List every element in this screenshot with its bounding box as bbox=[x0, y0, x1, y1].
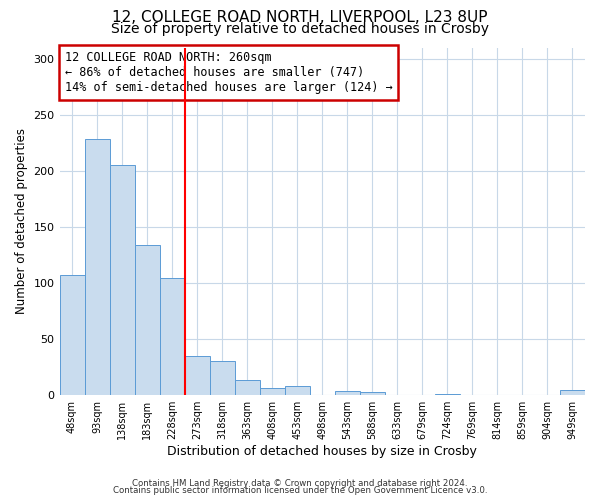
Bar bbox=[235, 380, 260, 394]
Bar bbox=[160, 278, 185, 394]
Bar bbox=[110, 165, 134, 394]
Bar bbox=[335, 392, 360, 394]
Text: Contains HM Land Registry data © Crown copyright and database right 2024.: Contains HM Land Registry data © Crown c… bbox=[132, 478, 468, 488]
Bar bbox=[360, 392, 385, 394]
Text: 12 COLLEGE ROAD NORTH: 260sqm
← 86% of detached houses are smaller (747)
14% of : 12 COLLEGE ROAD NORTH: 260sqm ← 86% of d… bbox=[65, 51, 392, 94]
Bar bbox=[260, 388, 285, 394]
Bar bbox=[560, 390, 585, 394]
X-axis label: Distribution of detached houses by size in Crosby: Distribution of detached houses by size … bbox=[167, 444, 477, 458]
Bar bbox=[285, 386, 310, 394]
Bar bbox=[134, 244, 160, 394]
Bar bbox=[185, 356, 209, 395]
Bar bbox=[209, 361, 235, 394]
Bar bbox=[59, 275, 85, 394]
Text: Contains public sector information licensed under the Open Government Licence v3: Contains public sector information licen… bbox=[113, 486, 487, 495]
Y-axis label: Number of detached properties: Number of detached properties bbox=[15, 128, 28, 314]
Bar bbox=[85, 140, 110, 394]
Text: 12, COLLEGE ROAD NORTH, LIVERPOOL, L23 8UP: 12, COLLEGE ROAD NORTH, LIVERPOOL, L23 8… bbox=[112, 10, 488, 25]
Text: Size of property relative to detached houses in Crosby: Size of property relative to detached ho… bbox=[111, 22, 489, 36]
